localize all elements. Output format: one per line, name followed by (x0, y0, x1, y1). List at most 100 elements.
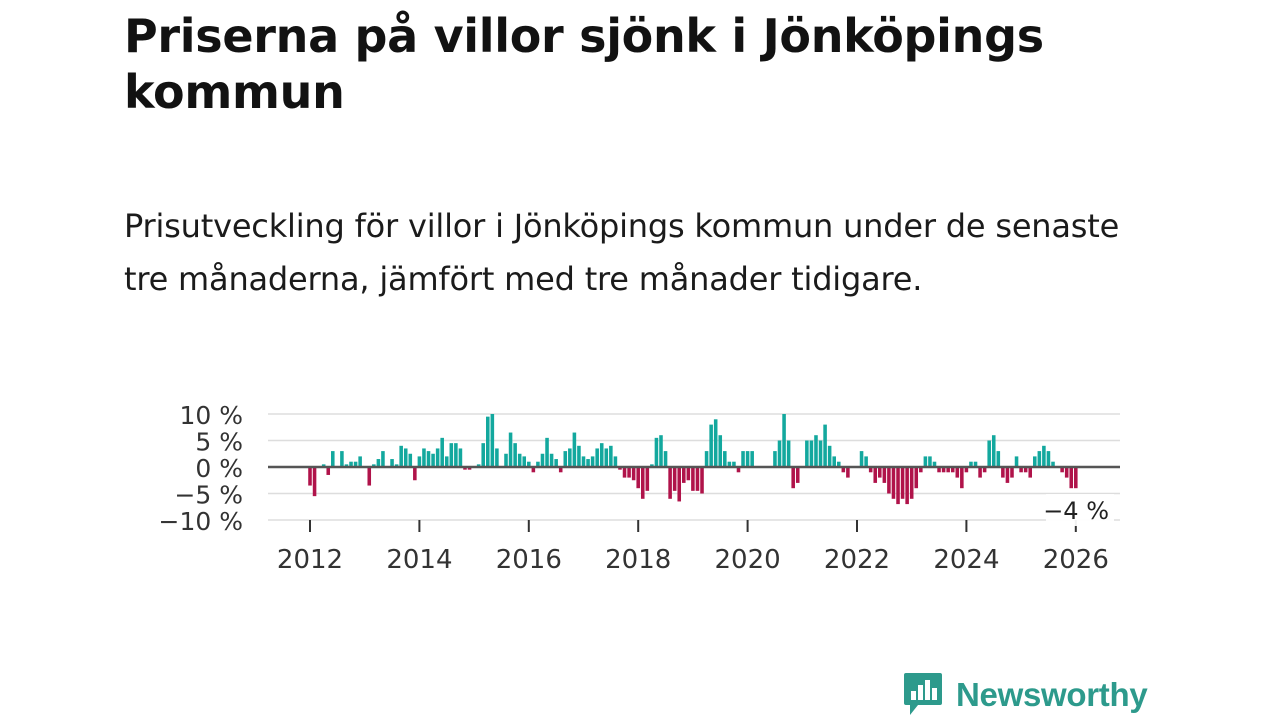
bar (809, 440, 814, 467)
bar (586, 459, 590, 467)
last-value-annotation: −4 % (1043, 497, 1109, 525)
bar (859, 451, 864, 467)
bar (1042, 445, 1046, 467)
chart-title: Priserna på villor sjönk i Jönköpings ko… (124, 9, 1044, 119)
bar (513, 443, 517, 467)
bar (1064, 467, 1069, 478)
bar (308, 467, 312, 486)
bar (973, 461, 978, 467)
annotation-background (1046, 494, 1114, 526)
newsworthy-logo-icon (904, 673, 942, 715)
bar (672, 467, 677, 491)
bar (481, 443, 485, 467)
bar (508, 432, 513, 467)
bar (864, 456, 868, 467)
bar (549, 453, 554, 467)
bar (403, 448, 408, 467)
bar (344, 464, 349, 467)
bar (613, 456, 618, 467)
bar (650, 464, 654, 467)
bar (654, 437, 659, 467)
bar (1005, 467, 1010, 483)
bar (682, 467, 686, 483)
bar (891, 467, 896, 499)
bar (937, 467, 941, 473)
bar (1023, 467, 1028, 473)
bar (805, 440, 809, 467)
bar (741, 451, 745, 467)
bar (923, 456, 928, 467)
newsworthy-wordmark: Newsworthy (956, 676, 1148, 713)
bar (444, 456, 449, 467)
bar (873, 467, 878, 483)
bar (955, 467, 960, 478)
bar (522, 456, 527, 467)
y-tick-label: 5 % (195, 428, 243, 457)
bar (791, 467, 795, 489)
bar (723, 451, 727, 467)
bar (732, 461, 736, 467)
x-tick-label: 2014 (386, 545, 452, 575)
bar (1051, 461, 1055, 467)
bar (836, 461, 841, 467)
bar (467, 467, 472, 470)
bar (381, 451, 385, 467)
bar (558, 467, 563, 473)
bar (590, 456, 595, 467)
bar (1014, 456, 1019, 467)
bar (846, 467, 850, 478)
bar (627, 467, 631, 478)
x-tick-label: 2018 (605, 545, 671, 575)
bar (599, 443, 604, 467)
bar (991, 435, 996, 467)
x-tick-label: 2020 (715, 545, 781, 575)
y-tick-label: −10 % (159, 507, 243, 536)
bar (941, 467, 946, 473)
bar (358, 456, 362, 467)
bar (426, 451, 431, 467)
bar (928, 456, 932, 467)
bar (490, 414, 495, 467)
bar (604, 448, 609, 467)
bar (704, 451, 709, 467)
y-tick-label: −5 % (174, 481, 243, 510)
bar (417, 456, 422, 467)
bar (882, 467, 887, 483)
bar (372, 464, 376, 467)
y-tick-label: 0 % (195, 454, 243, 483)
bar (900, 467, 905, 499)
bar (691, 467, 695, 491)
bar (969, 461, 973, 467)
bar (422, 448, 426, 467)
bar (476, 464, 481, 467)
bar (645, 467, 650, 491)
bar (946, 467, 950, 473)
bar (713, 419, 718, 467)
bar (568, 448, 572, 467)
bar (640, 467, 645, 499)
bar (609, 445, 613, 467)
bar (435, 448, 440, 467)
bar (636, 467, 640, 489)
bar (504, 453, 508, 467)
bar (827, 445, 832, 467)
bar (376, 459, 381, 467)
bar (832, 456, 836, 467)
bar (440, 437, 444, 467)
bar (326, 467, 331, 475)
bar (572, 432, 577, 467)
bar (540, 453, 545, 467)
bar (367, 467, 372, 486)
bar (349, 461, 353, 467)
bar (663, 451, 668, 467)
bar (1001, 467, 1005, 478)
bar (618, 467, 622, 470)
bar (1046, 451, 1051, 467)
bar (960, 467, 964, 489)
bar (413, 467, 417, 481)
bar (563, 451, 568, 467)
x-tick-label: 2024 (933, 545, 999, 575)
bar (887, 467, 891, 494)
bar (686, 467, 691, 481)
